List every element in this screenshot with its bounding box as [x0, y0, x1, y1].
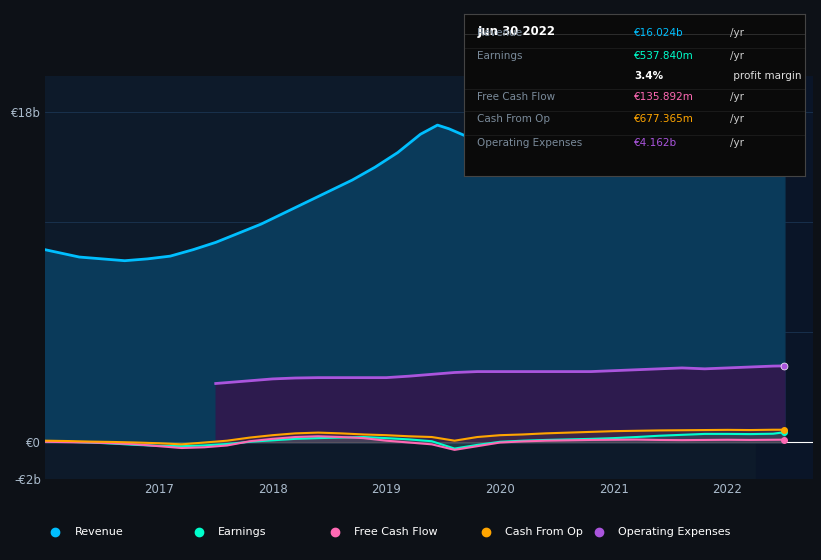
Text: Operating Expenses: Operating Expenses [478, 138, 583, 148]
Bar [756, 76, 813, 479]
Text: Operating Expenses: Operating Expenses [618, 527, 731, 537]
Text: /yr: /yr [730, 51, 744, 61]
Text: €677.365m: €677.365m [635, 114, 694, 124]
Text: €135.892m: €135.892m [635, 92, 694, 102]
Text: €537.840m: €537.840m [635, 51, 694, 61]
Text: €16.024b: €16.024b [635, 29, 684, 38]
Text: Cash From Op: Cash From Op [505, 527, 583, 537]
Text: Earnings: Earnings [478, 51, 523, 61]
Text: Revenue: Revenue [75, 527, 123, 537]
Text: profit margin: profit margin [730, 71, 801, 81]
Text: /yr: /yr [730, 138, 744, 148]
Text: Cash From Op: Cash From Op [478, 114, 551, 124]
Text: /yr: /yr [730, 29, 744, 38]
Text: Earnings: Earnings [218, 527, 266, 537]
Text: /yr: /yr [730, 114, 744, 124]
Text: Free Cash Flow: Free Cash Flow [354, 527, 438, 537]
Text: /yr: /yr [730, 92, 744, 102]
Text: 3.4%: 3.4% [635, 71, 663, 81]
Text: Free Cash Flow: Free Cash Flow [478, 92, 556, 102]
Text: €4.162b: €4.162b [635, 138, 677, 148]
Text: Revenue: Revenue [478, 29, 523, 38]
Text: Jun 30 2022: Jun 30 2022 [478, 25, 556, 38]
